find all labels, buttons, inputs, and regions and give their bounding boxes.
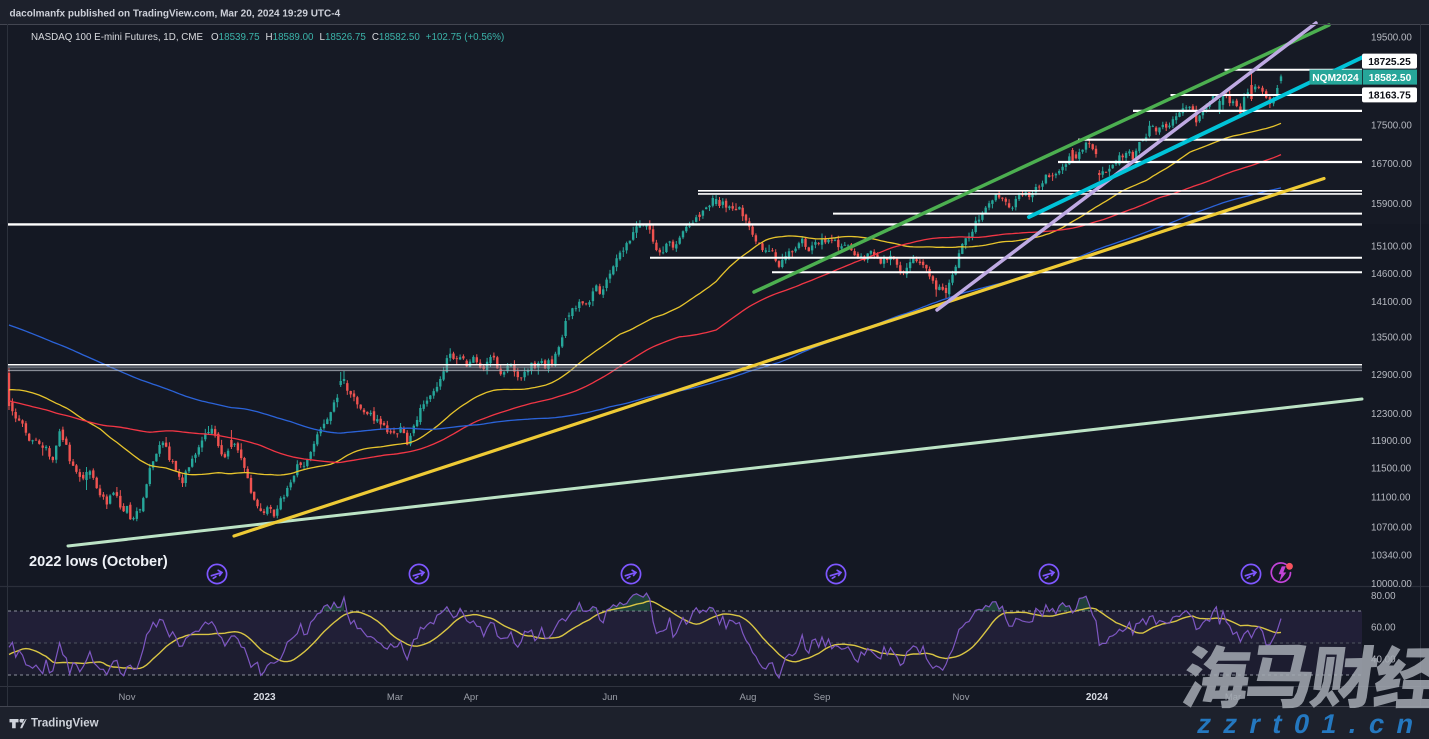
svg-text:2022 lows (October): 2022 lows (October) — [29, 554, 168, 570]
svg-text:Nov: Nov — [953, 692, 970, 703]
svg-text:Nov: Nov — [119, 692, 136, 703]
svg-text:18582.50: 18582.50 — [1369, 73, 1412, 84]
svg-text:TradingView: TradingView — [31, 718, 99, 730]
svg-text:18163.75: 18163.75 — [1368, 91, 1411, 102]
svg-text:11900.00: 11900.00 — [1371, 436, 1412, 447]
svg-text:10340.00: 10340.00 — [1371, 550, 1412, 561]
svg-text:2024: 2024 — [1086, 692, 1109, 703]
svg-text:zzrt01.cn: zzrt01.cn — [1195, 708, 1429, 739]
svg-text:17500.00: 17500.00 — [1371, 121, 1412, 132]
svg-text:dacolmanfx published on Tradin: dacolmanfx published on TradingView.com,… — [10, 9, 341, 20]
svg-text:80.00: 80.00 — [1371, 591, 1396, 602]
svg-text:15100.00: 15100.00 — [1371, 241, 1412, 252]
svg-text:15900.00: 15900.00 — [1371, 199, 1412, 210]
svg-text:13500.00: 13500.00 — [1371, 333, 1412, 344]
svg-text:12900.00: 12900.00 — [1371, 370, 1412, 381]
svg-text:Mar: Mar — [387, 692, 403, 703]
svg-text:NASDAQ 100 E-mini Futures, 1D,: NASDAQ 100 E-mini Futures, 1D, CME O18539… — [31, 32, 504, 43]
svg-text:12300.00: 12300.00 — [1371, 409, 1412, 420]
svg-text:60.00: 60.00 — [1371, 623, 1396, 634]
svg-text:2023: 2023 — [253, 692, 276, 703]
svg-text:NQM2024: NQM2024 — [1312, 73, 1359, 84]
svg-text:10000.00: 10000.00 — [1371, 579, 1412, 590]
svg-text:14100.00: 14100.00 — [1371, 297, 1412, 308]
svg-text:14600.00: 14600.00 — [1371, 269, 1412, 280]
svg-text:11100.00: 11100.00 — [1371, 493, 1411, 504]
svg-text:Sep: Sep — [814, 692, 831, 703]
svg-text:18725.25: 18725.25 — [1368, 57, 1411, 68]
svg-text:10700.00: 10700.00 — [1371, 523, 1412, 534]
svg-text:16700.00: 16700.00 — [1371, 159, 1412, 170]
svg-text:11500.00: 11500.00 — [1371, 464, 1412, 475]
svg-text:19500.00: 19500.00 — [1371, 33, 1412, 44]
svg-text:Jun: Jun — [602, 692, 617, 703]
svg-text:Apr: Apr — [464, 692, 479, 703]
svg-text:Aug: Aug — [740, 692, 757, 703]
